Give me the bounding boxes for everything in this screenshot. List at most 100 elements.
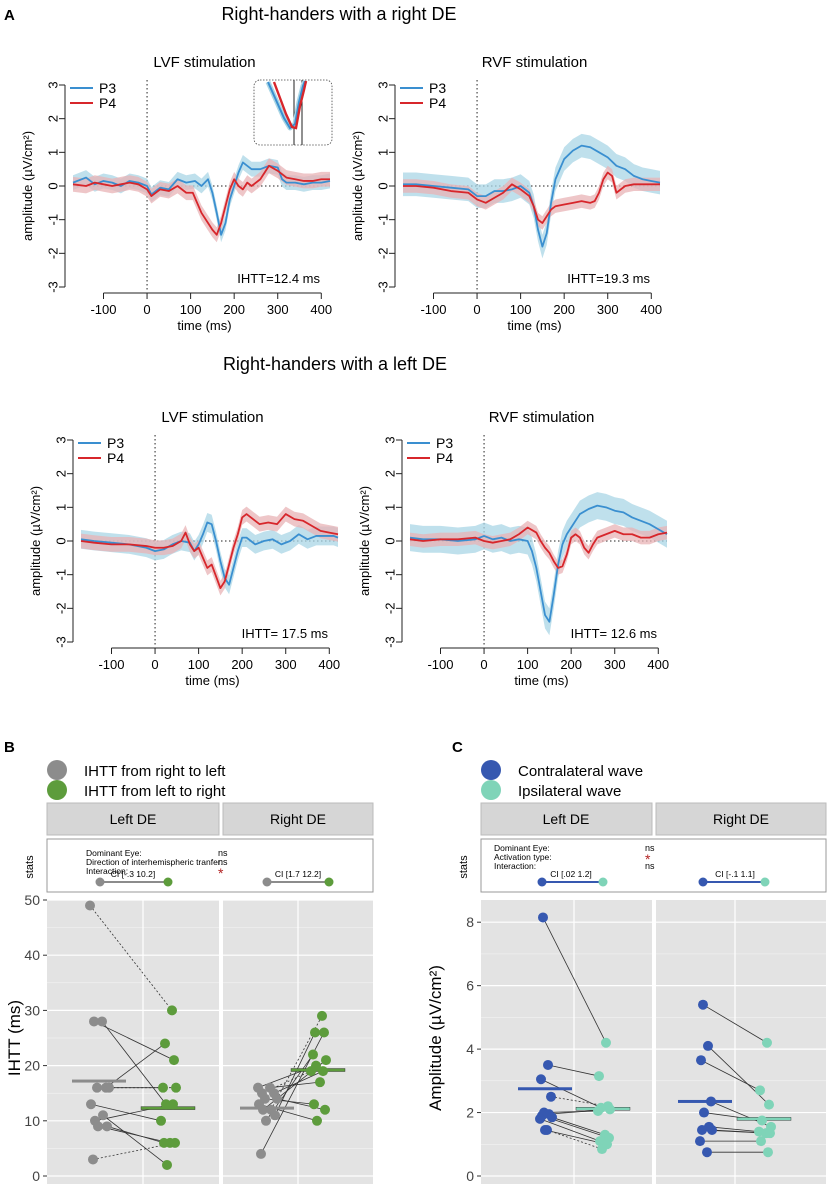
scatter-ihtt: 0 10 20 30 40 50 IHTT (ms) bbox=[5, 892, 373, 1184]
x-axis-label: time (ms) bbox=[507, 318, 561, 333]
data-point-left_to_right bbox=[159, 1137, 169, 1148]
ci-markers-b bbox=[95, 877, 334, 887]
y-tick-label: 1 bbox=[375, 149, 390, 156]
y-tick-label: 50 bbox=[24, 892, 40, 908]
legend-label-p4: P4 bbox=[429, 95, 446, 111]
y-tick-label: 1 bbox=[382, 504, 397, 511]
data-point-left_to_right bbox=[317, 1010, 327, 1021]
y-tick-label: -3 bbox=[382, 636, 397, 648]
ci-endpoint-a bbox=[262, 877, 272, 887]
ci-endpoint-a bbox=[95, 877, 105, 887]
facet-strip-b-left bbox=[46, 802, 220, 836]
legend-label-p4: P4 bbox=[436, 450, 453, 466]
data-point-left_to_right bbox=[306, 1066, 316, 1077]
pair-connector bbox=[102, 1114, 168, 1166]
y-tick-label: 10 bbox=[24, 1113, 40, 1129]
x-tick-label: -100 bbox=[98, 657, 124, 672]
pair-connector bbox=[90, 1103, 162, 1122]
y-tick-label: 2 bbox=[45, 115, 60, 122]
y-tick-label: 0 bbox=[32, 1168, 40, 1184]
legend-label-p3: P3 bbox=[99, 80, 116, 96]
y-tick-label: 3 bbox=[53, 436, 68, 443]
ci-endpoint-b bbox=[163, 877, 173, 887]
chart-lvf-left-de: LVF stimulation -3 -2 -1 0 1 2 3 amplitude (µV/c… bbox=[28, 409, 340, 688]
y-tick-label: -1 bbox=[45, 214, 60, 226]
x-tick-label: 200 bbox=[231, 657, 253, 672]
y-axis-label: Amplitude (µV/cm²) bbox=[426, 965, 445, 1111]
ci-endpoint-b bbox=[760, 877, 770, 887]
facet-label-c-right: Right DE bbox=[713, 811, 769, 827]
pair-connector bbox=[551, 1116, 606, 1136]
data-point-contralateral bbox=[698, 999, 708, 1010]
ihtt-annotation: IHTT=12.4 ms bbox=[237, 271, 320, 286]
y-tick-label: -2 bbox=[375, 248, 390, 260]
x-tick-label: 300 bbox=[604, 657, 626, 672]
data-point-left_to_right bbox=[310, 1027, 320, 1038]
mean-bar-contralateral bbox=[678, 1099, 732, 1103]
legend-b-label-2: IHTT from left to right bbox=[84, 783, 226, 800]
stats-b-line-2: Direction of interhemispheric tranfer: bbox=[86, 857, 223, 867]
data-point-left_to_right bbox=[170, 1137, 180, 1148]
y-axis-label: amplitude (µV/cm²) bbox=[20, 131, 35, 241]
data-point-right_to_left bbox=[102, 1121, 112, 1132]
data-point-contralateral bbox=[695, 1136, 705, 1147]
data-point-left_to_right bbox=[319, 1027, 329, 1038]
y-tick-label: 0 bbox=[53, 537, 68, 544]
data-point-ipsilateral bbox=[762, 1037, 772, 1048]
facet-background bbox=[481, 900, 652, 1184]
mean-bar-right_to_left bbox=[72, 1079, 126, 1083]
facet-strip-b-right bbox=[222, 802, 374, 836]
data-point-left_to_right bbox=[312, 1115, 322, 1126]
data-point-right_to_left bbox=[104, 1082, 114, 1093]
y-tick-label: 2 bbox=[375, 115, 390, 122]
pair-connector bbox=[539, 1118, 601, 1142]
data-point-left_to_right bbox=[162, 1159, 172, 1170]
x-tick-label: 400 bbox=[640, 302, 662, 317]
legend-label-p3: P3 bbox=[429, 80, 446, 96]
legend-label-p3: P3 bbox=[436, 435, 453, 451]
series-line-p4 bbox=[72, 164, 330, 236]
series-line-p3 bbox=[403, 144, 661, 248]
y-tick-label: -2 bbox=[382, 603, 397, 615]
series-line-p3 bbox=[72, 161, 331, 236]
ci-endpoint-b bbox=[598, 877, 608, 887]
y-axis-label: amplitude (µV/cm²) bbox=[350, 131, 365, 241]
stats-b-value-1: ns bbox=[218, 848, 228, 858]
ci-label-b-left: CI [-.3 10.2] bbox=[111, 869, 155, 879]
ihtt-annotation: IHTT=19.3 ms bbox=[567, 271, 650, 286]
pair-connector bbox=[542, 917, 607, 1043]
stats-c-value-3: ns bbox=[645, 861, 655, 871]
y-tick-label: 0 bbox=[466, 1168, 474, 1184]
data-point-contralateral bbox=[540, 1125, 550, 1135]
y-tick-label: -2 bbox=[45, 248, 60, 260]
x-tick-label: 300 bbox=[267, 302, 289, 317]
y-axis-label: amplitude (µV/cm²) bbox=[357, 486, 372, 596]
confidence-band-p3 bbox=[81, 513, 338, 595]
data-point-left_to_right bbox=[318, 1066, 328, 1077]
data-point-contralateral bbox=[535, 1113, 545, 1124]
section-2-title: Right-handers with a left DE bbox=[223, 354, 447, 374]
chart-lvf-right-de: LVF stimulation -3 -2 -1 0 1 2 3 amplitude (µV/c… bbox=[20, 54, 333, 333]
y-tick-label: 3 bbox=[45, 81, 60, 88]
y-tick-label: 4 bbox=[466, 1041, 474, 1057]
y-tick-label: 8 bbox=[466, 914, 474, 930]
x-tick-label: 300 bbox=[275, 657, 297, 672]
x-tick-label: 100 bbox=[517, 657, 539, 672]
confidence-band-p4 bbox=[410, 520, 667, 575]
panel-b-letter: B bbox=[4, 739, 15, 756]
stats-c-line-3: Interaction: bbox=[494, 861, 536, 871]
data-point-left_to_right bbox=[156, 1115, 166, 1126]
data-point-contralateral bbox=[703, 1040, 713, 1051]
y-tick-label: 0 bbox=[382, 537, 397, 544]
data-point-left_to_right bbox=[169, 1055, 179, 1066]
data-point-ipsilateral bbox=[605, 1104, 615, 1115]
pair-connector bbox=[702, 1004, 768, 1044]
x-tick-label: 100 bbox=[510, 302, 532, 317]
y-tick-label: -3 bbox=[45, 281, 60, 293]
x-tick-label: 300 bbox=[597, 302, 619, 317]
x-tick-label: -100 bbox=[427, 657, 453, 672]
pair-connector bbox=[101, 1021, 167, 1105]
y-tick-label: 0 bbox=[45, 182, 60, 189]
facet-background bbox=[656, 900, 826, 1184]
